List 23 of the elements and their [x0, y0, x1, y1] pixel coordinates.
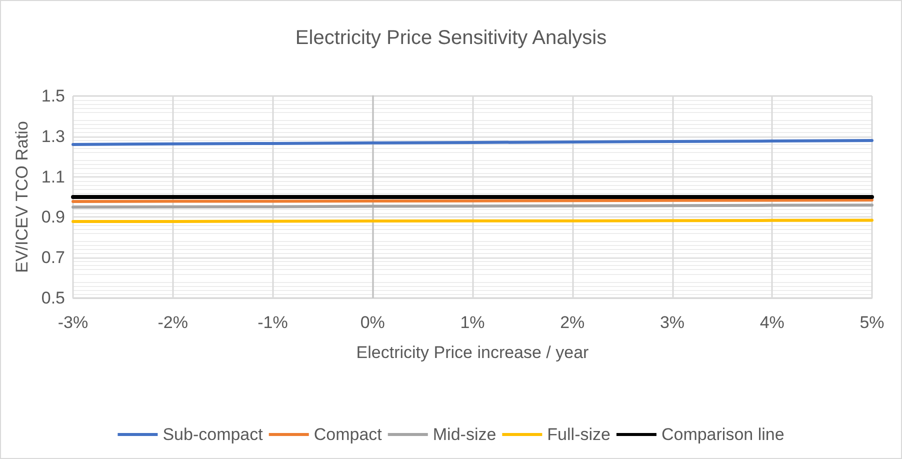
y-tick-label: 0.9 — [41, 208, 65, 227]
legend-label: Full-size — [547, 425, 610, 444]
x-tick-label: -2% — [158, 313, 188, 332]
x-tick-label: -3% — [58, 313, 88, 332]
y-tick-label: 0.7 — [41, 248, 65, 268]
y-tick-label: 1.3 — [41, 126, 65, 146]
legend-label: Mid-size — [432, 425, 496, 444]
x-tick-label: 1% — [460, 313, 485, 332]
legend-label: Sub-compact — [162, 425, 264, 444]
x-tick-label: 5% — [860, 313, 884, 332]
y-axis-title: EV/ICEV TCO Ratio — [12, 121, 32, 273]
x-tick-label: 4% — [760, 313, 784, 332]
x-tick-label: -1% — [258, 313, 288, 332]
legend-label: Compact — [314, 425, 382, 444]
x-tick-label: 3% — [660, 313, 685, 332]
y-tick-label: 0.5 — [41, 288, 65, 308]
x-tick-label: 2% — [560, 313, 585, 332]
x-axis-title: Electricity Price increase / year — [356, 343, 590, 362]
chart-title: Electricity Price Sensitivity Analysis — [295, 27, 607, 49]
y-tick-label: 1.1 — [41, 167, 65, 186]
x-tick-label: 0% — [360, 313, 385, 332]
y-tick-label: 1.5 — [41, 86, 65, 106]
legend-label: Comparison line — [661, 425, 784, 444]
